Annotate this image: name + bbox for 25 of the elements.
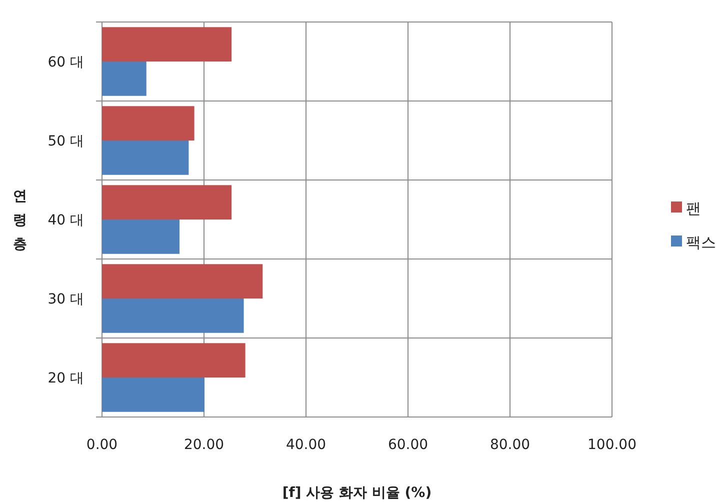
bar [102,264,263,298]
legend-label: 팩스 [686,234,716,252]
bar [102,185,232,220]
y-tick-label: 60 대 [48,54,84,70]
y-axis-title: 연령층 [13,188,27,252]
x-tick-label: 80.00 [490,437,530,453]
bar [102,62,146,96]
y-tick-label: 50 대 [48,134,84,150]
bar [102,140,189,175]
bar [102,378,205,412]
bar [102,220,180,254]
x-tick-label: 0.00 [86,437,118,453]
bar [102,343,246,378]
x-tick-label: 100.00 [588,437,636,453]
bar [102,106,194,140]
x-tick-label: 60.00 [388,437,428,453]
y-tick-label: 40 대 [48,212,84,228]
legend-label: 팬 [686,200,701,218]
x-tick-label: 40.00 [286,437,326,453]
y-tick-label: 20 대 [48,370,84,386]
x-tick-label: 20.00 [184,437,224,453]
y-tick-label: 30 대 [48,292,84,308]
x-axis-title: [f] 사용 화자 비율 (%) [282,485,432,501]
bar [102,27,232,62]
bar [102,298,244,333]
